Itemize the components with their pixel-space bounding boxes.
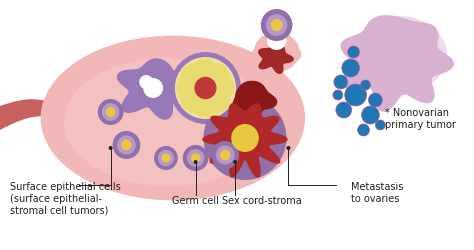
Circle shape (181, 63, 209, 91)
Circle shape (202, 85, 230, 113)
Polygon shape (252, 31, 301, 76)
Circle shape (139, 75, 153, 89)
Circle shape (348, 46, 360, 58)
Circle shape (357, 124, 369, 136)
Circle shape (333, 90, 343, 100)
Circle shape (106, 107, 116, 117)
Circle shape (102, 103, 119, 121)
Circle shape (175, 57, 236, 119)
Circle shape (158, 150, 174, 166)
Circle shape (203, 96, 286, 180)
Circle shape (193, 160, 198, 164)
Circle shape (261, 9, 292, 41)
Circle shape (345, 84, 366, 106)
Circle shape (207, 74, 235, 102)
Circle shape (336, 102, 352, 118)
Circle shape (286, 146, 291, 150)
Polygon shape (340, 15, 454, 112)
Circle shape (368, 93, 383, 107)
Circle shape (233, 160, 237, 164)
Circle shape (121, 140, 132, 150)
Circle shape (191, 58, 219, 86)
Ellipse shape (353, 16, 447, 94)
Text: Metastasis
to ovaries: Metastasis to ovaries (351, 182, 403, 204)
Circle shape (334, 75, 348, 89)
Circle shape (362, 106, 379, 124)
Polygon shape (227, 81, 277, 122)
Circle shape (336, 102, 352, 118)
Circle shape (162, 154, 171, 162)
Circle shape (187, 149, 204, 167)
Circle shape (109, 146, 113, 150)
Circle shape (194, 77, 217, 99)
Circle shape (211, 141, 239, 169)
Ellipse shape (255, 33, 298, 71)
Circle shape (361, 80, 371, 90)
Circle shape (266, 14, 287, 36)
Circle shape (271, 19, 283, 31)
Circle shape (361, 80, 371, 90)
Polygon shape (202, 103, 288, 178)
Text: Germ cell: Germ cell (172, 196, 219, 206)
Circle shape (202, 63, 230, 91)
Circle shape (170, 52, 241, 124)
Circle shape (143, 78, 163, 98)
Circle shape (368, 93, 383, 107)
Circle shape (181, 85, 209, 113)
Circle shape (334, 75, 348, 89)
Circle shape (231, 124, 259, 152)
Circle shape (154, 146, 178, 170)
Circle shape (220, 150, 230, 160)
Polygon shape (117, 58, 191, 120)
Circle shape (98, 99, 124, 125)
Circle shape (375, 120, 385, 130)
Circle shape (113, 131, 140, 159)
Circle shape (342, 59, 360, 77)
Circle shape (348, 46, 360, 58)
Circle shape (267, 30, 286, 50)
Circle shape (342, 59, 360, 77)
Text: * Nonovarian
primary tumor: * Nonovarian primary tumor (385, 108, 456, 130)
Circle shape (191, 90, 219, 118)
Ellipse shape (64, 58, 272, 186)
Text: Sex cord-stroma: Sex cord-stroma (222, 196, 301, 206)
Circle shape (375, 120, 385, 130)
Polygon shape (0, 99, 74, 130)
Circle shape (191, 153, 201, 163)
Circle shape (345, 84, 366, 106)
Text: Surface epithelial cells
(surface epithelial-
stromal cell tumors): Surface epithelial cells (surface epithe… (10, 182, 120, 215)
Polygon shape (258, 44, 294, 74)
Circle shape (216, 146, 235, 165)
Circle shape (117, 136, 136, 154)
Ellipse shape (42, 37, 304, 199)
Circle shape (183, 145, 209, 171)
Circle shape (362, 106, 379, 124)
Circle shape (176, 74, 204, 102)
Circle shape (333, 90, 343, 100)
Circle shape (357, 124, 369, 136)
